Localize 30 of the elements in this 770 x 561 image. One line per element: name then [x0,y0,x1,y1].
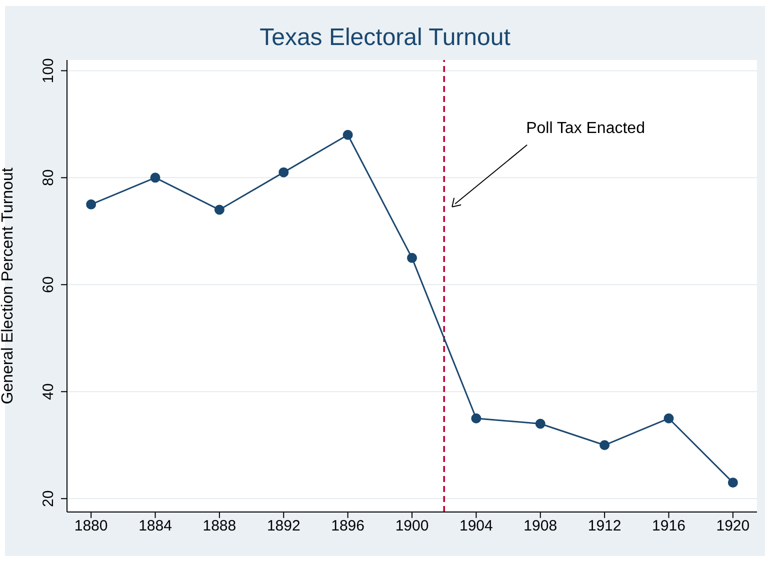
point [214,204,224,215]
x-tick-label: 1900 [395,518,429,535]
point [471,413,482,424]
point [535,418,546,429]
y-tick-label: 20 [40,490,57,507]
point [278,167,289,178]
x-tick-label: 1912 [588,518,622,535]
x-tick-label: 1908 [524,518,558,535]
point [342,130,353,140]
x-tick-label: 1920 [716,518,750,535]
x-tick-label: 1916 [652,518,686,535]
point [86,199,96,210]
x-tick-label: 1904 [460,518,493,535]
point [728,478,738,488]
chart-title: Texas Electoral Turnout [258,24,512,52]
y-axis-title: General Election Percent Turnout [0,167,17,404]
annotation: Poll Tax Enacted [526,120,645,137]
point [664,413,674,424]
y-tick-label: 100 [40,58,57,84]
x-tick-label: 1892 [266,518,300,535]
point [150,172,160,183]
point [600,440,610,450]
y-tick-label: 60 [40,276,57,294]
x-tick-label: 1884 [138,518,172,535]
x-tick-label: 1880 [74,518,108,535]
point [407,252,417,263]
y-tick-label: 40 [40,383,57,400]
y-tick-label: 80 [40,169,57,186]
x-tick-label: 1888 [202,518,236,535]
x-tick-label: 1896 [331,518,364,535]
